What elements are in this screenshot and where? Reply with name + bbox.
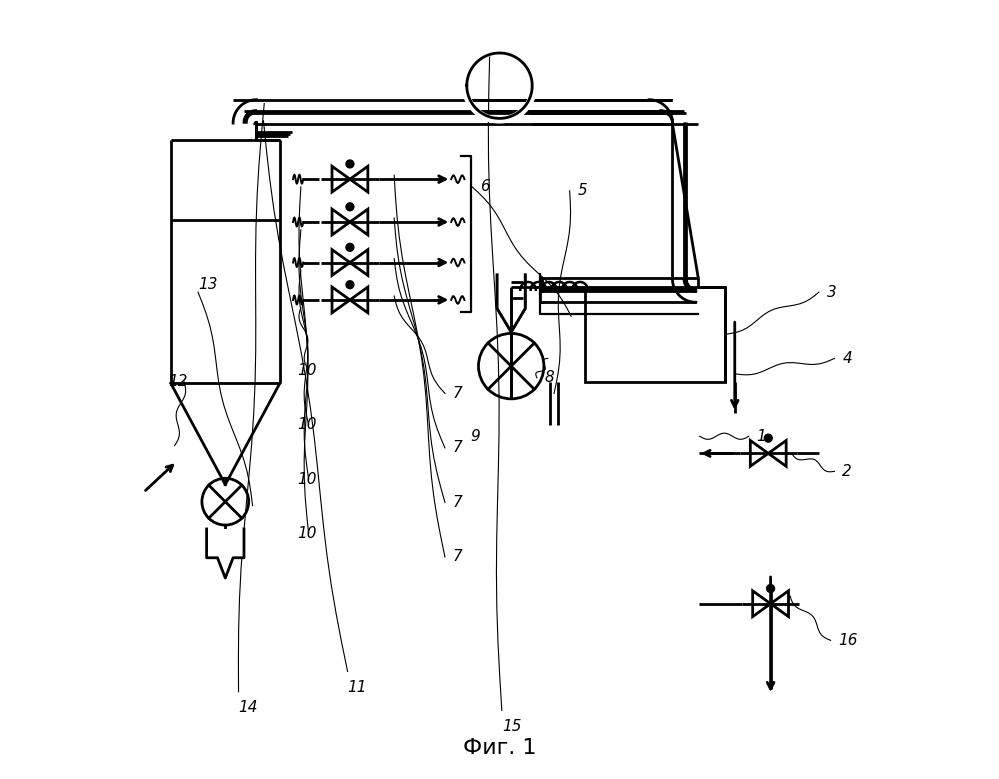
Circle shape [346,243,354,252]
Text: 6: 6 [481,179,490,195]
Text: 16: 16 [838,633,858,648]
Text: 7: 7 [453,549,463,565]
Text: 14: 14 [239,700,258,715]
Text: 12: 12 [169,374,188,390]
Circle shape [346,280,354,289]
Text: 4: 4 [842,351,852,366]
Text: 2: 2 [842,464,852,479]
Text: 15: 15 [501,718,521,734]
Circle shape [764,434,772,442]
Text: 10: 10 [297,362,317,378]
Text: 11: 11 [348,679,367,695]
Text: 10: 10 [297,417,317,432]
Text: 10: 10 [297,471,317,487]
Circle shape [766,584,774,593]
Text: 5: 5 [577,183,587,199]
Text: 7: 7 [453,386,463,401]
Text: 10: 10 [297,526,317,541]
Text: 1: 1 [756,428,766,444]
Circle shape [346,203,354,211]
Text: 9: 9 [470,428,480,444]
Circle shape [346,160,354,168]
Text: 7: 7 [453,495,463,510]
Text: 13: 13 [198,277,218,292]
Polygon shape [208,530,243,576]
Text: Фиг. 1: Фиг. 1 [463,738,536,758]
Text: 7: 7 [453,440,463,456]
Bar [585,287,725,382]
Text: 3: 3 [827,284,836,300]
Text: 8: 8 [544,370,554,386]
Polygon shape [498,275,524,329]
